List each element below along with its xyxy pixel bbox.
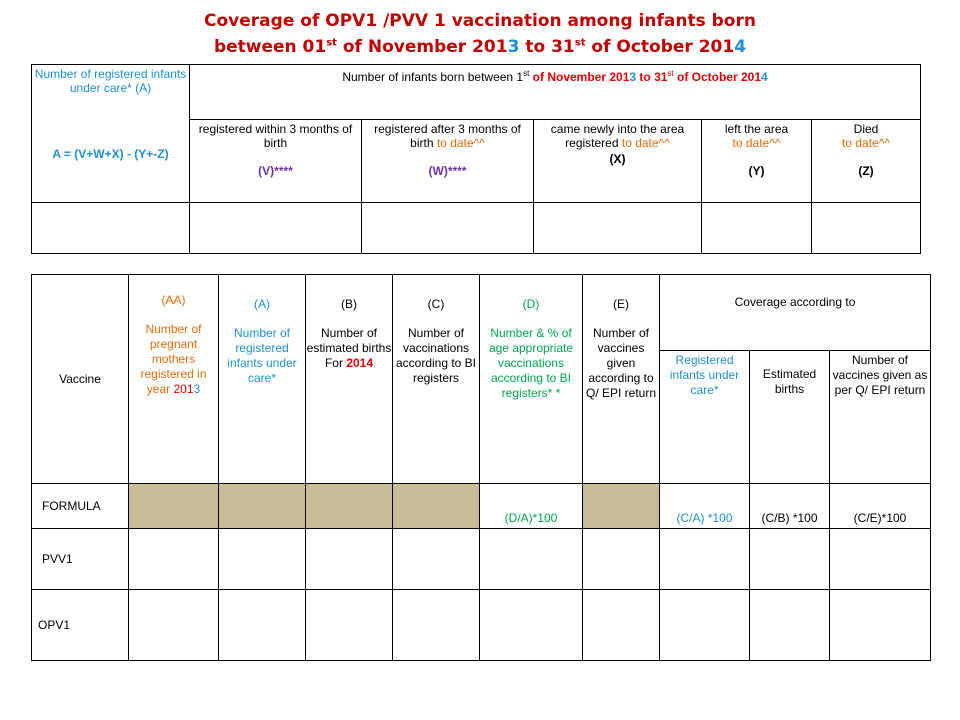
header-coverage-epi: Number of vaccines given as per Q/ EPI r… — [828, 350, 932, 484]
formula-a-cell — [218, 483, 306, 529]
cell-x[interactable] — [533, 202, 702, 254]
cell-z[interactable] — [810, 202, 922, 254]
row-label-formula: FORMULA — [31, 483, 129, 529]
formula-d: (D/A)*100 — [479, 483, 583, 529]
header-vaccine: Vaccine — [31, 274, 129, 484]
opv1-d[interactable] — [479, 589, 583, 661]
header-died: Died to date^^ (Z) — [810, 119, 922, 203]
formula-coverage-estimated: (C/B) *100 — [749, 483, 830, 529]
pvv1-c[interactable] — [392, 528, 480, 590]
formula-b-cell — [305, 483, 393, 529]
infants-table: Number of registered infants under care*… — [31, 64, 922, 254]
header-c: (C) Number of vaccinations according to B… — [392, 274, 480, 484]
header-left-area: left the area to date^^ (Y) — [701, 119, 812, 203]
opv1-cov-registered[interactable] — [659, 589, 750, 661]
header-d: (D) Number & % of age appropriate vaccina… — [479, 274, 583, 484]
header-aa: (AA) Number of pregnant mothers registere… — [128, 274, 219, 484]
header-registered-within-3-months: registered within 3 months of birth (V)**… — [189, 119, 362, 203]
formula-e-cell — [582, 483, 660, 529]
pvv1-aa[interactable] — [128, 528, 219, 590]
opv1-c[interactable] — [392, 589, 480, 661]
cell-a[interactable] — [31, 202, 190, 254]
formula-a: A = (V+W+X) - (Y+-Z) — [52, 147, 169, 161]
header-a: (A) Number of registered infants under ca… — [218, 274, 306, 484]
pvv1-cov-epi[interactable] — [828, 528, 932, 590]
header-came-newly: came newly into the area registered to d… — [533, 119, 702, 203]
header-infants-born: Number of infants born between 1st of No… — [188, 64, 922, 120]
pvv1-b[interactable] — [305, 528, 393, 590]
opv1-e[interactable] — [582, 589, 660, 661]
formula-coverage-registered: (C/A) *100 — [659, 483, 750, 529]
opv1-a[interactable] — [218, 589, 306, 661]
coverage-table: Vaccine (AA) Number of pregnant mothers r… — [31, 274, 932, 661]
row-label-opv1: OPV1 — [31, 589, 129, 661]
opv1-cov-estimated[interactable] — [749, 589, 830, 661]
pvv1-cov-estimated[interactable] — [749, 528, 830, 590]
header-b: (B) Number of estimated births For 2014 — [305, 274, 393, 484]
header-coverage-estimated: Estimated births — [749, 350, 830, 484]
pvv1-e[interactable] — [582, 528, 660, 590]
row-label-pvv1: PVV1 — [31, 528, 129, 590]
cell-w[interactable] — [361, 202, 534, 254]
pvv1-d[interactable] — [479, 528, 583, 590]
header-registered-after-3-months: registered after 3 months of birth to da… — [361, 119, 534, 203]
formula-aa-cell — [128, 483, 219, 529]
cell-y[interactable] — [701, 202, 812, 254]
title-line-1: Coverage of OPV1 /PVV 1 vaccination amon… — [204, 11, 756, 31]
header-coverage: Coverage according to — [658, 274, 932, 351]
header-registered-infants: Number of registered infants under care*… — [31, 64, 190, 203]
opv1-aa[interactable] — [128, 589, 219, 661]
header-coverage-registered: Registered infants under care* — [659, 350, 750, 484]
formula-coverage-epi: (C/E)*100 — [828, 483, 932, 529]
pvv1-cov-registered[interactable] — [659, 528, 750, 590]
page-title: Coverage of OPV1 /PVV 1 vaccination amon… — [0, 8, 960, 60]
formula-c-cell — [392, 483, 480, 529]
opv1-cov-epi[interactable] — [828, 589, 932, 661]
header-e: (E) Number of vaccines given according to… — [582, 274, 660, 484]
cell-v[interactable] — [189, 202, 362, 254]
pvv1-a[interactable] — [218, 528, 306, 590]
title-line-2: between 01st of November 2013 to 31st of… — [213, 37, 747, 57]
opv1-b[interactable] — [305, 589, 393, 661]
